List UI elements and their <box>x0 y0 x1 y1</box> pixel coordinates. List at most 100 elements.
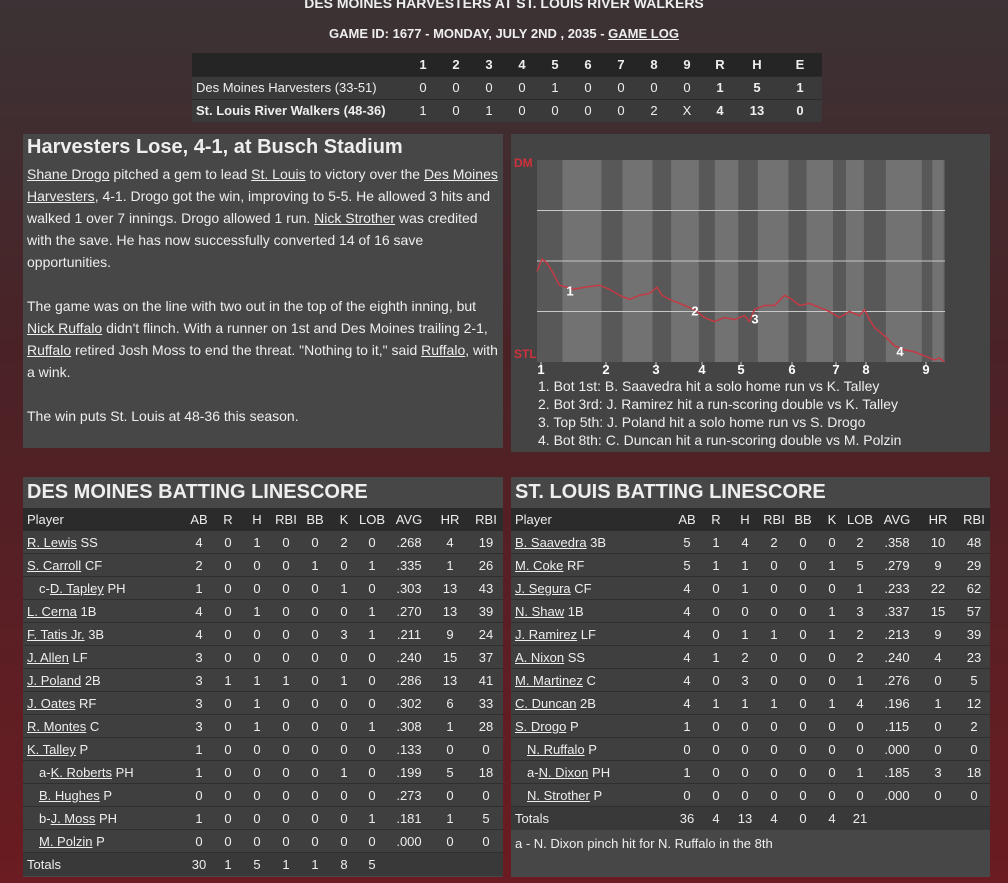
stat-value: 0 <box>828 742 836 757</box>
player-link[interactable]: K. Roberts <box>50 765 112 780</box>
stat-value: .358 <box>884 535 910 550</box>
stat-value: 1 <box>195 811 203 826</box>
story-link[interactable]: Des Moines Harvesters <box>27 166 498 204</box>
stat-value: 0 <box>311 673 319 688</box>
player-link[interactable]: B. Hughes <box>39 788 100 803</box>
stat-value: 18 <box>966 765 982 780</box>
stat-value: 0 <box>799 742 807 757</box>
stat-value: .273 <box>396 788 422 803</box>
player-link[interactable]: J. Segura <box>515 581 571 596</box>
stat-value: 41 <box>478 673 494 688</box>
stat-value: 1 <box>828 604 836 619</box>
stat-value: 0 <box>368 696 376 711</box>
story-link[interactable]: Ruffalo <box>421 342 466 358</box>
player-link[interactable]: C. Duncan <box>515 696 577 711</box>
stat-value: 0 <box>253 811 261 826</box>
footnote: a - N. Dixon pinch hit for N. Ruffalo in… <box>515 836 773 851</box>
player-cell: c-D. Tapley PH <box>39 577 126 600</box>
player-link[interactable]: R. Montes <box>27 719 87 734</box>
linescore-column: 3 <box>485 57 493 72</box>
stat-value: 1 <box>828 627 836 642</box>
stat-value: 18 <box>478 765 494 780</box>
player-cell: M. Martinez C <box>515 669 596 692</box>
player-position: C <box>586 673 596 688</box>
story-text: The win puts St. Louis at 48-36 this sea… <box>27 408 299 424</box>
player-position: PH <box>107 581 126 596</box>
story-paragraph: The win puts St. Louis at 48-36 this sea… <box>27 405 499 427</box>
story-link[interactable]: Nick Strother <box>314 210 396 226</box>
player-link[interactable]: K. Talley <box>27 742 76 757</box>
total-value: 1 <box>224 857 232 872</box>
player-row <box>23 623 503 646</box>
player-link[interactable]: M. Coke <box>515 558 564 573</box>
stat-value: 5 <box>482 811 490 826</box>
player-link[interactable]: L. Cerna <box>27 604 77 619</box>
stat-value: 3 <box>934 765 942 780</box>
story-link[interactable]: Shane Drogo <box>27 166 110 182</box>
player-link[interactable]: D. Tapley <box>49 581 104 596</box>
stat-value: 0 <box>799 604 807 619</box>
player-link[interactable]: N. Dixon <box>538 765 589 780</box>
player-position: LF <box>580 627 596 642</box>
totals-label: Totals <box>27 857 61 872</box>
stat-value: 0 <box>224 650 232 665</box>
player-link[interactable]: J. Oates <box>27 696 76 711</box>
player-link[interactable]: M. Polzin <box>39 834 93 849</box>
player-link[interactable]: N. Strother <box>527 788 590 803</box>
story-link[interactable]: Ruffalo <box>27 342 72 358</box>
y-top-label: DM <box>514 156 533 170</box>
player-link[interactable]: N. Shaw <box>515 604 565 619</box>
player-cell: J. Oates RF <box>27 692 96 715</box>
sub-prefix: c- <box>39 581 50 596</box>
player-link[interactable]: F. Tatis Jr. <box>27 627 85 642</box>
stat-value: 0 <box>799 627 807 642</box>
column-header: RBI <box>763 512 785 527</box>
stat-value: 43 <box>478 581 494 596</box>
totals-row <box>511 807 990 830</box>
linescore-value: 0 <box>485 80 493 95</box>
stat-value: 1 <box>856 581 864 596</box>
player-link[interactable]: J. Allen <box>27 650 69 665</box>
linescore-value: 0 <box>518 80 526 95</box>
player-link[interactable]: J. Moss <box>50 811 96 826</box>
stat-value: .279 <box>884 558 910 573</box>
story-text: was credited with the save. He has now s… <box>27 210 478 270</box>
stat-value: 13 <box>442 673 458 688</box>
event-note: 1. Bot 1st: B. Saavedra hit a solo home … <box>538 378 879 394</box>
story-text: , 4-1. Drogo got the win, improving to 5… <box>27 188 491 226</box>
x-tick-label: 1 <box>537 362 544 377</box>
stat-value: 0 <box>224 742 232 757</box>
stat-value: 2 <box>856 627 864 642</box>
story-link[interactable]: St. Louis <box>251 166 306 182</box>
player-row <box>511 715 990 738</box>
event-marker: 4 <box>896 344 904 359</box>
player-row <box>23 784 503 807</box>
game-line: GAME ID: 1677 - MONDAY, JULY 2ND , 2035 … <box>0 26 1008 41</box>
stat-value: 0 <box>446 834 454 849</box>
total-value: 5 <box>253 857 261 872</box>
game-log-link[interactable]: GAME LOG <box>608 26 679 41</box>
linescore-column: 8 <box>650 57 658 72</box>
player-link[interactable]: S. Carroll <box>27 558 82 573</box>
player-link[interactable]: M. Martinez <box>515 673 583 688</box>
player-cell: S. Carroll CF <box>27 554 102 577</box>
player-link[interactable]: B. Saavedra <box>515 535 587 550</box>
player-link[interactable]: A. Nixon <box>515 650 565 665</box>
stat-value: 4 <box>446 535 454 550</box>
story-link[interactable]: Nick Ruffalo <box>27 320 103 336</box>
player-link[interactable]: J. Ramirez <box>515 627 578 642</box>
linescore-value: 0 <box>584 103 592 118</box>
linescore-column: 1 <box>419 57 427 72</box>
stat-value: 2 <box>741 650 749 665</box>
stat-value: 1 <box>253 535 261 550</box>
stat-value: .240 <box>884 650 910 665</box>
player-link[interactable]: S. Drogo <box>515 719 567 734</box>
player-link[interactable]: N. Ruffalo <box>527 742 585 757</box>
player-link[interactable]: J. Poland <box>27 673 82 688</box>
stat-value: 0 <box>770 765 778 780</box>
player-cell: N. Shaw 1B <box>515 600 584 623</box>
stat-value: 0 <box>770 650 778 665</box>
player-link[interactable]: R. Lewis <box>27 535 77 550</box>
stat-value: 0 <box>340 834 348 849</box>
stat-value: 1 <box>770 627 778 642</box>
